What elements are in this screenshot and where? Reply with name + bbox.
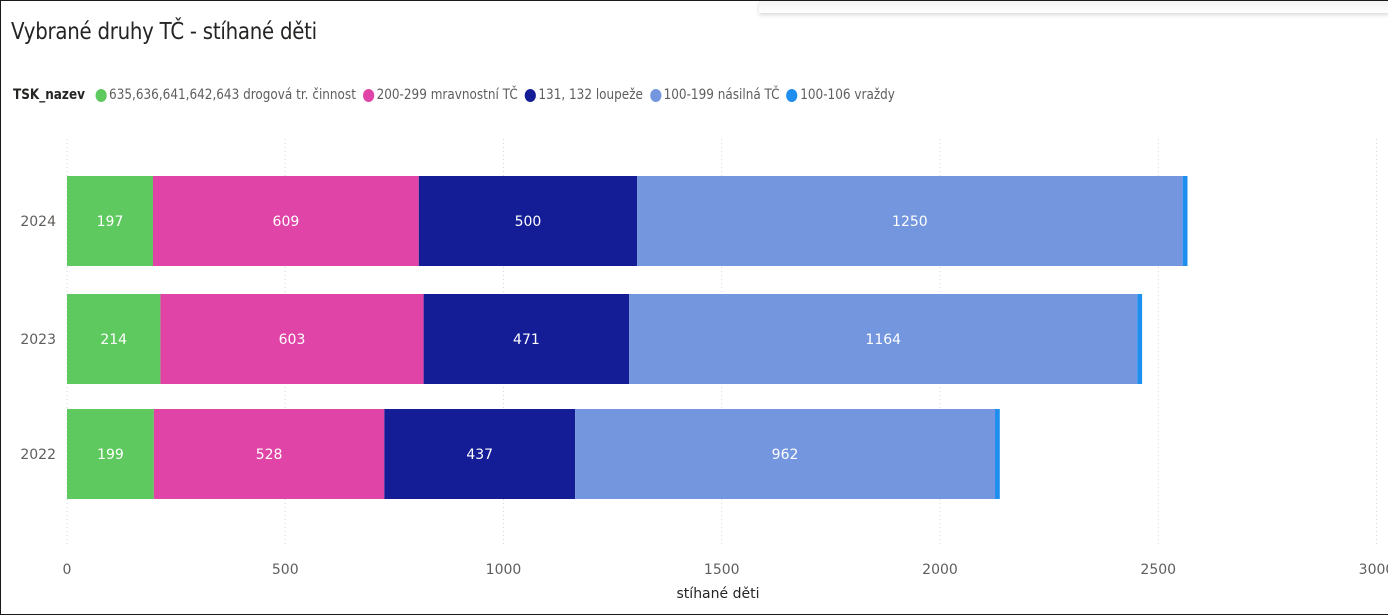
panel-shadow [759,1,1388,13]
bar-segment-2023-s4 [1137,294,1143,384]
bar-segment-2022-s4 [994,409,1000,499]
x-axis-title: stíhané děti [677,586,760,602]
data-label-2023-s2: 471 [513,332,540,348]
bar-segment-2024-s4 [1182,176,1188,266]
legend-label-violent: 100-199 násilná TČ [663,87,780,103]
legend-item-robbery[interactable]: 131, 132 loupeže [522,87,643,103]
bar-segment-2024-s0 [67,176,153,266]
data-label-2022-s2: 437 [466,447,493,463]
bar-segment-2023-s1 [160,294,424,384]
data-label-2024-s0: 197 [97,214,124,230]
legend-dot-moral [362,88,374,102]
x-tick-label-2: 1000 [486,562,522,578]
legend-label-murder: 100-106 vraždy [800,87,895,103]
legend-item-moral[interactable]: 200-299 mravnostní TČ [360,87,518,103]
legend-label-drugs: 635,636,641,642,643 drogová tr. činnost [109,87,356,103]
data-label-2023-s3: 1164 [865,332,901,348]
x-tick-label-4: 2000 [922,562,958,578]
data-label-2023-s0: 214 [100,332,127,348]
bar-segment-2022-s3 [575,409,995,499]
x-tick-label-6: 3000 [1359,562,1388,578]
category-label-2023: 2023 [20,332,56,348]
data-label-2024-s1: 609 [273,214,300,230]
legend-item-drugs[interactable]: 635,636,641,642,643 drogová tr. činnost [93,87,356,103]
bar-segment-2023-s0 [67,294,161,384]
bar-segment-2022-s0 [67,409,154,499]
legend-dot-murder [786,88,798,102]
data-label-2024-s2: 500 [515,214,542,230]
legend-label-moral: 200-299 mravnostní TČ [376,87,518,103]
legend-item-murder[interactable]: 100-106 vraždy [784,87,895,103]
legend-dot-drugs [95,88,107,102]
bar-segment-2024-s2 [418,176,638,266]
x-tick-label-5: 2500 [1140,562,1176,578]
data-label-2022-s1: 528 [256,447,283,463]
legend: TSK_nazev 635,636,641,642,643 drogová tr… [13,86,899,104]
x-tick-label-0: 0 [63,562,72,578]
bar-segment-2022-s1 [153,409,385,499]
x-tick-label-1: 500 [272,562,299,578]
legend-item-violent[interactable]: 100-199 násilná TČ [647,87,780,103]
legend-label-robbery: 131, 132 loupeže [538,87,643,103]
bar-segment-2023-s3 [629,294,1138,384]
data-label-2022-s3: 962 [772,447,799,463]
bar-segment-2023-s2 [423,294,630,384]
category-label-2022: 2022 [20,447,56,463]
legend-title: TSK_nazev [13,87,85,103]
data-label-2022-s0: 199 [97,447,124,463]
bar-segment-2022-s2 [384,409,576,499]
legend-dot-violent [649,88,662,102]
bar-segment-2024-s3 [637,176,1183,266]
data-label-2023-s1: 603 [279,332,306,348]
legend-dot-robbery [524,88,536,102]
x-tick-label-3: 1500 [704,562,740,578]
category-label-2024: 2024 [20,214,56,230]
chart-title: Vybrané druhy TČ - stíhané děti [11,19,317,45]
data-label-2024-s3: 1250 [892,214,928,230]
bar-segment-2024-s1 [152,176,419,266]
